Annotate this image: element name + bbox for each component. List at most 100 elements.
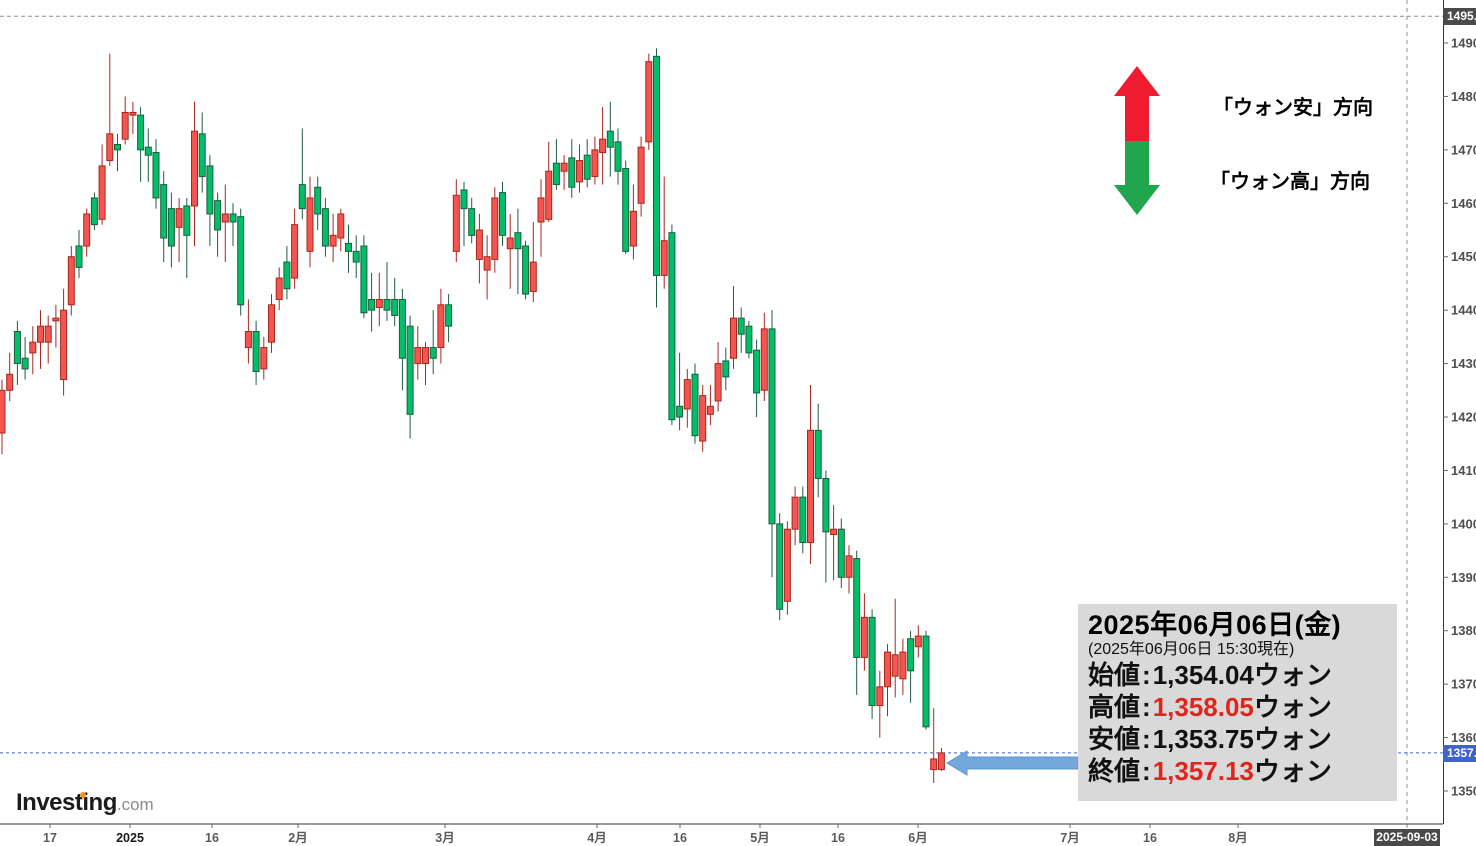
candle[interactable] xyxy=(606,130,614,148)
candle[interactable] xyxy=(676,405,684,418)
candle[interactable] xyxy=(691,373,699,437)
candle[interactable] xyxy=(614,141,622,172)
candle[interactable] xyxy=(214,200,222,231)
candle[interactable] xyxy=(753,349,761,394)
candle[interactable] xyxy=(152,152,160,199)
candle[interactable] xyxy=(668,232,676,421)
candle[interactable] xyxy=(683,379,691,410)
candle[interactable] xyxy=(637,146,645,204)
candle[interactable] xyxy=(352,250,360,263)
candle[interactable] xyxy=(414,347,422,365)
candle[interactable] xyxy=(183,205,191,236)
candle[interactable] xyxy=(814,429,822,479)
candle[interactable] xyxy=(29,341,37,354)
candle[interactable] xyxy=(198,133,206,178)
candle[interactable] xyxy=(599,138,607,154)
candle[interactable] xyxy=(106,133,114,162)
candle[interactable] xyxy=(576,160,583,183)
candle[interactable] xyxy=(429,347,437,359)
candle[interactable] xyxy=(252,331,260,373)
candle[interactable] xyxy=(560,162,568,172)
candle[interactable] xyxy=(452,194,460,252)
candle[interactable] xyxy=(837,528,845,578)
candle[interactable] xyxy=(345,242,352,252)
candle[interactable] xyxy=(60,309,68,381)
candle[interactable] xyxy=(306,197,314,252)
candle[interactable] xyxy=(760,328,768,391)
candle[interactable] xyxy=(568,157,576,188)
candle[interactable] xyxy=(468,208,476,236)
candle[interactable] xyxy=(514,232,522,250)
candle[interactable] xyxy=(591,149,599,178)
candle[interactable] xyxy=(706,405,714,415)
candle[interactable] xyxy=(90,197,98,226)
candle[interactable] xyxy=(653,55,660,276)
candle[interactable] xyxy=(229,213,237,223)
candle[interactable] xyxy=(930,758,938,771)
candle[interactable] xyxy=(437,304,445,349)
candle[interactable] xyxy=(375,298,383,308)
candle[interactable] xyxy=(291,224,299,279)
candle[interactable] xyxy=(937,752,945,770)
candle[interactable] xyxy=(98,165,106,220)
candle[interactable] xyxy=(660,240,668,276)
candle[interactable] xyxy=(368,298,376,311)
candle[interactable] xyxy=(129,111,137,116)
candle[interactable] xyxy=(722,360,730,378)
candle[interactable] xyxy=(645,61,653,143)
candle[interactable] xyxy=(791,496,799,530)
candle[interactable] xyxy=(914,635,922,648)
candle[interactable] xyxy=(776,523,784,610)
candle[interactable] xyxy=(445,304,453,327)
candle[interactable] xyxy=(714,363,722,402)
candle[interactable] xyxy=(622,168,630,252)
candle[interactable] xyxy=(499,192,506,236)
candle[interactable] xyxy=(121,111,129,140)
candle[interactable] xyxy=(730,317,737,359)
candle[interactable] xyxy=(460,189,468,210)
candle[interactable] xyxy=(422,347,429,365)
candle[interactable] xyxy=(807,429,814,544)
candle[interactable] xyxy=(44,325,52,343)
candle[interactable] xyxy=(853,558,861,658)
candle[interactable] xyxy=(260,347,268,370)
candle[interactable] xyxy=(491,197,499,260)
candle[interactable] xyxy=(6,373,14,391)
candle[interactable] xyxy=(745,325,753,354)
candle[interactable] xyxy=(583,154,591,180)
candle[interactable] xyxy=(175,208,183,228)
candle[interactable] xyxy=(13,331,21,365)
candle[interactable] xyxy=(768,328,776,525)
candle[interactable] xyxy=(899,651,907,680)
candle[interactable] xyxy=(191,130,198,207)
candle[interactable] xyxy=(360,245,368,314)
candle[interactable] xyxy=(137,114,145,151)
candle[interactable] xyxy=(845,555,853,578)
candle[interactable] xyxy=(298,184,306,210)
candle[interactable] xyxy=(383,298,391,311)
candle[interactable] xyxy=(699,395,707,442)
candle[interactable] xyxy=(167,208,175,247)
candle[interactable] xyxy=(144,146,152,156)
candle[interactable] xyxy=(799,496,807,544)
candle[interactable] xyxy=(876,686,884,707)
candle[interactable] xyxy=(868,616,876,707)
candle[interactable] xyxy=(529,261,537,292)
candle[interactable] xyxy=(629,210,637,247)
candle[interactable] xyxy=(275,277,283,300)
candle[interactable] xyxy=(37,325,44,343)
candle[interactable] xyxy=(283,261,291,290)
candle[interactable] xyxy=(329,234,337,247)
candle[interactable] xyxy=(0,389,6,434)
candle[interactable] xyxy=(537,197,545,223)
candle[interactable] xyxy=(506,237,514,250)
candle[interactable] xyxy=(160,184,168,239)
candle[interactable] xyxy=(67,256,75,306)
candle[interactable] xyxy=(21,357,29,370)
candle[interactable] xyxy=(83,213,91,247)
candle[interactable] xyxy=(907,638,915,672)
candle[interactable] xyxy=(321,208,329,247)
candle[interactable] xyxy=(922,635,930,728)
candle[interactable] xyxy=(244,331,252,349)
candle[interactable] xyxy=(522,245,530,295)
